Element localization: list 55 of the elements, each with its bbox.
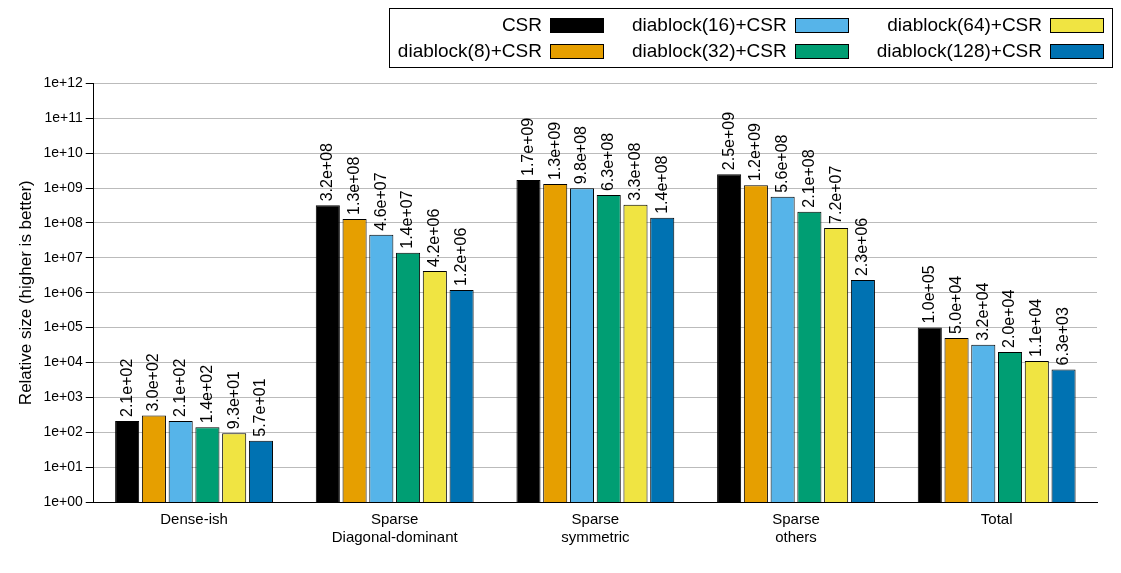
x-tick-label: Dense-ish — [160, 510, 228, 528]
data-label: 1.0e+05 — [920, 265, 938, 324]
data-label: 4.2e+06 — [425, 208, 443, 267]
data-label: 2.3e+06 — [853, 217, 871, 277]
data-label: 1.3e+09 — [545, 121, 563, 181]
data-label: 3.2e+04 — [973, 282, 991, 341]
x-tick-label: Sparse symmetric — [561, 510, 631, 546]
data-label: 1.2e+09 — [746, 122, 764, 182]
data-label: 9.8e+08 — [572, 125, 590, 185]
y-tick-label: 1e+06 — [43, 283, 83, 300]
data-label: 5.6e+08 — [773, 134, 791, 193]
y-tick-label: 1e+10 — [43, 144, 83, 161]
y-tick-label: 1e+04 — [43, 353, 83, 370]
legend-label: CSR — [501, 14, 542, 36]
data-label: 2.0e+04 — [1000, 289, 1018, 348]
y-tick-label: 1e+02 — [43, 423, 83, 440]
data-label: 1.1e+04 — [1027, 298, 1045, 358]
x-tick-label: Total — [980, 510, 1013, 528]
data-label: 1.4e+02 — [197, 364, 215, 424]
legend-label: diablock(128)+CSR — [876, 40, 1042, 62]
data-label: 2.5e+09 — [719, 111, 737, 171]
data-label: 3.2e+08 — [318, 142, 336, 202]
data-label: 1.3e+08 — [344, 156, 362, 215]
data-label: 9.3e+01 — [224, 370, 242, 430]
data-label: 2.1e+08 — [799, 149, 817, 208]
data-label: 5.0e+04 — [946, 275, 964, 335]
data-label: 1.2e+06 — [452, 227, 469, 286]
x-tick-label: Sparse Diagonal-dominant — [331, 510, 459, 546]
data-label: 7.2e+07 — [826, 165, 844, 224]
data-label: 1.4e+07 — [398, 190, 416, 249]
y-axis-title: Relative size (higher is better) — [15, 180, 35, 406]
data-label: 6.3e+08 — [599, 132, 617, 192]
y-tick-label: 1e+11 — [44, 109, 83, 126]
y-tick-label: 1e+03 — [43, 388, 83, 405]
y-tick-label: 1e+00 — [43, 492, 83, 509]
data-label: 2.1e+02 — [171, 358, 189, 417]
y-tick-label: 1e+07 — [43, 248, 83, 265]
y-tick-label: 1e+08 — [43, 213, 83, 230]
data-label: 1.7e+09 — [518, 117, 536, 177]
data-label: 2.1e+02 — [117, 358, 135, 417]
y-tick-label: 1e+09 — [43, 178, 83, 195]
legend-label: diablock(8)+CSR — [397, 40, 542, 62]
legend-label: diablock(64)+CSR — [887, 14, 1042, 36]
data-label: 3.3e+08 — [625, 142, 643, 201]
data-label: 4.6e+07 — [371, 172, 389, 231]
data-label: 1.4e+08 — [652, 155, 670, 214]
legend-label: diablock(16)+CSR — [632, 14, 787, 36]
y-tick-label: 1e+05 — [43, 318, 83, 335]
y-tick-label: 1e+01 — [43, 457, 83, 474]
legend-label: diablock(32)+CSR — [632, 40, 787, 62]
data-label: 5.7e+01 — [251, 378, 269, 437]
x-tick-label: Sparse others — [772, 510, 820, 546]
data-label: 3.0e+02 — [144, 353, 162, 412]
data-label: 6.3e+03 — [1053, 307, 1071, 366]
y-tick-label: 1e+12 — [43, 74, 83, 91]
